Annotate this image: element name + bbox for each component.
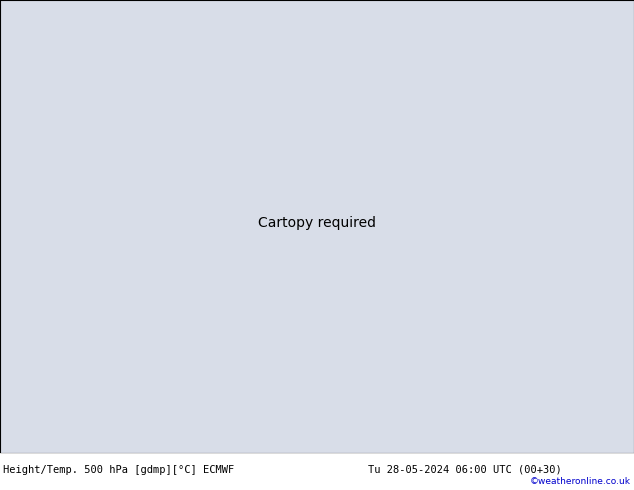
Text: Height/Temp. 500 hPa [gdmp][°C] ECMWF: Height/Temp. 500 hPa [gdmp][°C] ECMWF xyxy=(3,465,235,475)
Text: Tu 28-05-2024 06:00 UTC (00+30): Tu 28-05-2024 06:00 UTC (00+30) xyxy=(368,465,562,475)
Text: Cartopy required: Cartopy required xyxy=(258,216,376,230)
Text: ©weatheronline.co.uk: ©weatheronline.co.uk xyxy=(530,477,631,486)
